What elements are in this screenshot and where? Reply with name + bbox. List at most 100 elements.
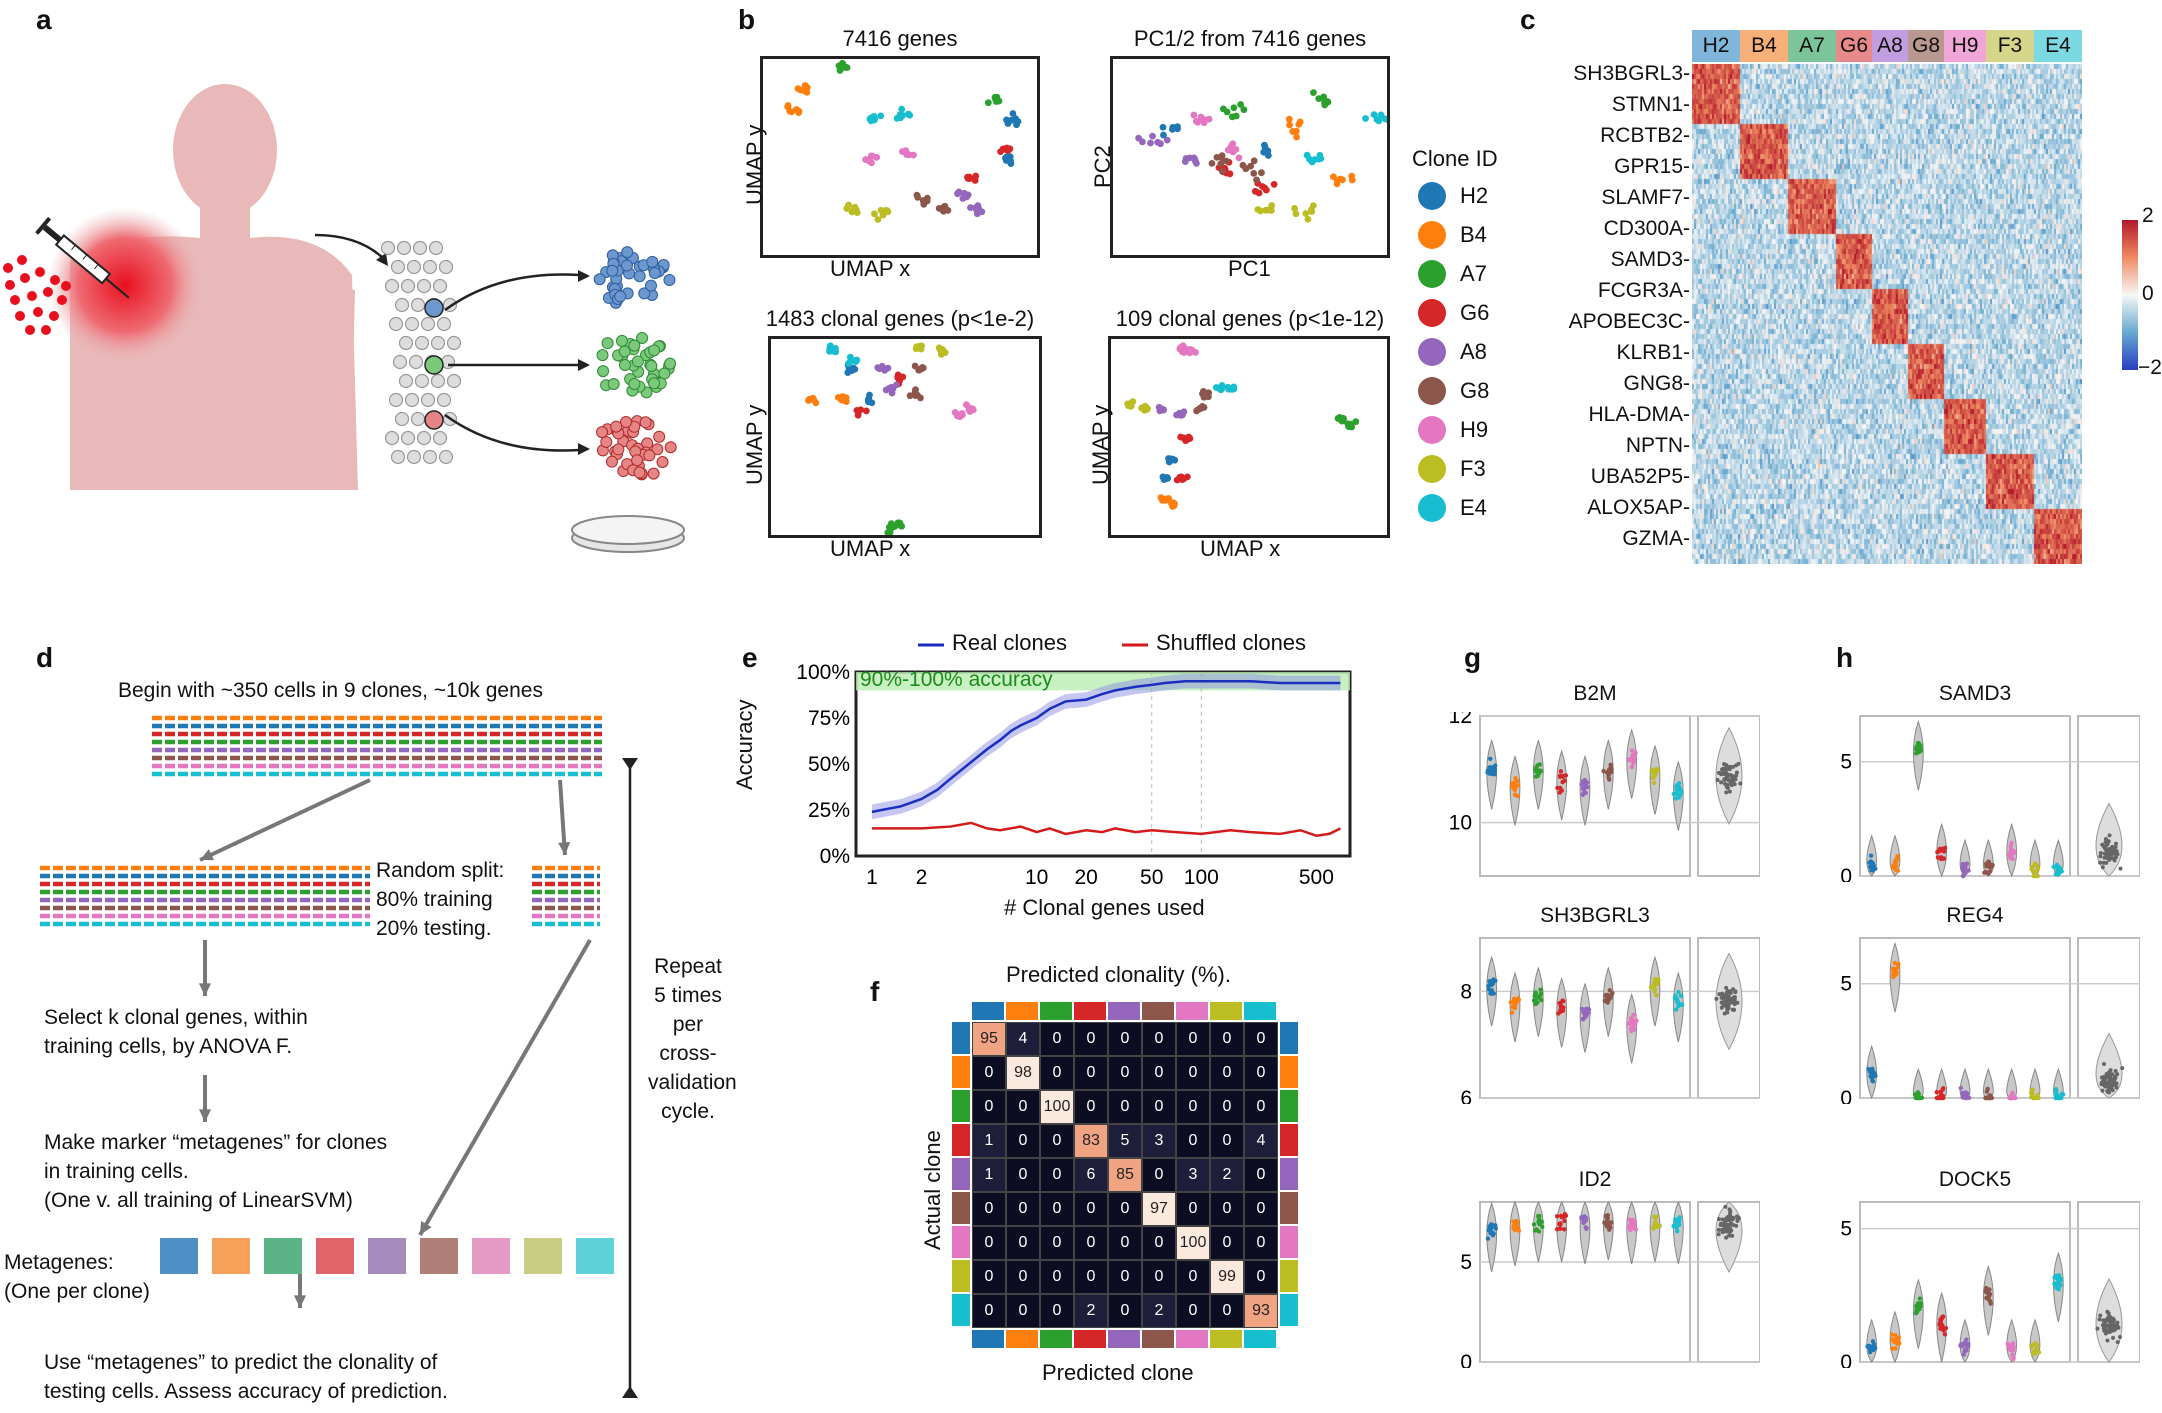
- violin-point: [1870, 1339, 1876, 1344]
- pooled-point: [1730, 1000, 1735, 1005]
- confusion-cell: 0: [1108, 1260, 1142, 1294]
- violin-shape: [1556, 749, 1568, 821]
- scatter-point: [1159, 496, 1166, 504]
- pooled-point: [1731, 1216, 1736, 1221]
- violin-point: [2007, 1343, 2012, 1348]
- confusion-ylabel: Actual clone: [920, 1130, 945, 1250]
- violin-point: [2054, 1285, 2059, 1291]
- scatter-point: [876, 365, 883, 373]
- violin-point: [2055, 1094, 2060, 1100]
- confusion-title: Predicted clonality (%).: [1006, 962, 1231, 987]
- clone-color-marker-left: [952, 1192, 970, 1224]
- scatter-point: [1190, 111, 1198, 119]
- pooled-point: [2116, 1325, 2121, 1330]
- scatter-point: [864, 396, 872, 404]
- umap4-title: 109 clonal genes (p<1e-12): [1115, 306, 1385, 331]
- legend-dot: [1418, 455, 1446, 483]
- scatter-point: [862, 407, 870, 415]
- clone-color-marker-left: [952, 1022, 970, 1054]
- y-tick-label: 10: [1449, 812, 1472, 835]
- violin-point: [2035, 873, 2041, 879]
- clone-color-marker-bottom: [1176, 1330, 1208, 1348]
- scatter-point: [1176, 345, 1184, 353]
- flow-repeat-5: validation: [648, 1071, 737, 1094]
- accuracy-chart: 1 2 10 20 50 100 500 100% 75% 50% 25% 0%: [796, 661, 1352, 889]
- panel-d-letter: d: [36, 642, 54, 673]
- scatter-point: [1302, 210, 1310, 217]
- confusion-cell: 0: [1176, 1294, 1210, 1328]
- scatter-point: [1339, 176, 1346, 184]
- pooled-point: [2100, 865, 2105, 870]
- legend-dot: [1418, 299, 1446, 327]
- legend-dot: [1418, 494, 1446, 522]
- violin-point: [1631, 1012, 1636, 1018]
- violin-point: [1534, 767, 1539, 772]
- scatter-point: [1261, 148, 1269, 156]
- x-tick-label: 100: [1184, 866, 1219, 889]
- scatter-point: [938, 206, 946, 214]
- heatmap-header-a7: A7: [1788, 30, 1836, 62]
- umap1-xlabel: UMAP x: [830, 256, 911, 281]
- scatter-point: [1362, 115, 1369, 122]
- violin-point: [1940, 1087, 1945, 1092]
- scatter-point: [809, 394, 817, 402]
- scatter-point: [1232, 145, 1240, 153]
- scatter-point: [898, 148, 906, 156]
- confusion-cell: 0: [1006, 1124, 1040, 1158]
- metagene-box: [264, 1238, 302, 1274]
- colorbar-tick-min: −2: [2138, 356, 2162, 379]
- flow-repeat-2: 5 times: [654, 984, 722, 1007]
- violin-point: [1678, 993, 1684, 999]
- violin-point: [1937, 1322, 1942, 1327]
- clone-color-marker-left: [952, 1090, 970, 1122]
- flow-split-3: 20% testing.: [376, 917, 492, 940]
- pooled-point: [1727, 789, 1732, 794]
- scatter-point: [853, 209, 861, 216]
- legend-label: H9: [1460, 417, 1489, 442]
- pooled-point: [2098, 850, 2103, 855]
- scatter-point: [935, 344, 943, 352]
- heatmap-gene-gzma: GZMA-: [1622, 527, 1690, 550]
- violin-point: [1562, 1218, 1567, 1224]
- clone-color-marker-right: [1280, 1090, 1298, 1122]
- scatter-point: [1223, 157, 1230, 165]
- scatter-point: [1352, 418, 1360, 426]
- violin-point: [1538, 997, 1544, 1003]
- clone-color-marker-left: [952, 1158, 970, 1190]
- violin-point: [1675, 783, 1680, 788]
- panel-a-illustration: [3, 84, 685, 553]
- violin-point: [1919, 1095, 1925, 1100]
- pooled-point: [1728, 998, 1733, 1003]
- confusion-cell: 0: [972, 1294, 1006, 1328]
- violin-point: [1633, 1227, 1639, 1232]
- scatter-point: [1261, 184, 1269, 192]
- confusion-cell: 0: [1142, 1056, 1176, 1090]
- legend-dot: [1418, 221, 1446, 249]
- real-clones-line: [871, 679, 1341, 814]
- violin-point: [1938, 1326, 1943, 1331]
- legend-label: G8: [1460, 378, 1490, 403]
- clone-color-marker-bottom: [972, 1330, 1004, 1348]
- scatter-point: [1127, 402, 1134, 410]
- cell-pool-icon: [380, 240, 462, 465]
- violin-point: [1512, 787, 1518, 793]
- violin-point: [1563, 1213, 1569, 1218]
- violin-point: [1607, 988, 1612, 993]
- pooled-point: [1736, 761, 1741, 766]
- pooled-point: [1724, 772, 1729, 777]
- scatter-point: [874, 216, 882, 223]
- scatter-point: [1165, 455, 1172, 462]
- violin-point: [2011, 1356, 2016, 1362]
- violin-point: [1870, 868, 1876, 873]
- scatter-point: [899, 373, 907, 381]
- pooled-point: [1733, 990, 1738, 995]
- scatter-point: [888, 389, 896, 397]
- scatter-point: [1192, 349, 1199, 356]
- scatter-point: [1254, 206, 1262, 213]
- heatmap-header-e4: E4: [2034, 30, 2082, 62]
- pooled-point: [2106, 839, 2111, 844]
- flow-arrow: [418, 939, 592, 1236]
- confusion-cell: 0: [1006, 1226, 1040, 1260]
- scatter-point: [906, 111, 914, 119]
- clone-color-marker-top: [1210, 1002, 1242, 1020]
